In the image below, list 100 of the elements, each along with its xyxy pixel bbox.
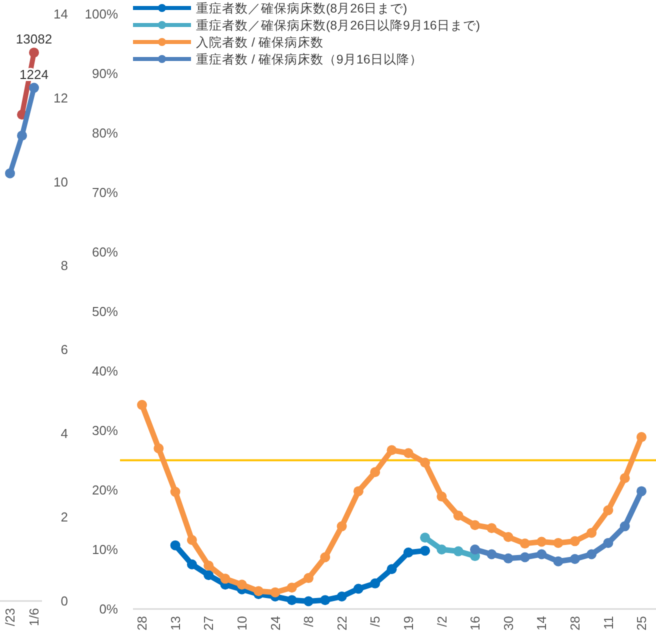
y-tick-label: 80% (92, 126, 118, 141)
point (470, 520, 480, 530)
point (520, 538, 530, 549)
x-tick-label: 30 (500, 616, 516, 630)
point (420, 458, 430, 468)
point (570, 554, 580, 564)
y-tick-label: 50% (92, 304, 118, 320)
legend-label: 入院者数 / 確保病床数 (196, 35, 324, 50)
x-tick-label: /8 (301, 616, 316, 627)
point (304, 596, 314, 606)
y-tick-label: 4 (60, 426, 68, 441)
point (553, 556, 564, 566)
point (204, 570, 214, 580)
y-tick-label: 70% (92, 185, 118, 200)
point (220, 574, 230, 584)
point (170, 540, 180, 550)
y-tick-label: 90% (92, 66, 118, 82)
annotation: 13082 (16, 32, 52, 47)
y-tick-label: 30% (92, 423, 118, 438)
legend-label: 重症者数／確保病床数(8月26日まで) (196, 1, 408, 16)
point (486, 523, 497, 534)
point (620, 473, 630, 484)
y-tick-label: 100% (84, 6, 118, 22)
point (436, 544, 447, 554)
x-tick-label: 11 (600, 616, 616, 630)
point (286, 582, 297, 593)
y-tick-label: 10% (92, 542, 118, 558)
point (403, 448, 414, 458)
point (370, 467, 380, 478)
x-tick-label: 14 (534, 616, 550, 630)
point (503, 532, 514, 542)
point (236, 580, 247, 590)
point (270, 587, 280, 598)
x-tick-label: /5 (368, 616, 383, 627)
point (470, 544, 480, 554)
point (520, 552, 530, 562)
point (286, 595, 297, 606)
point (603, 505, 614, 516)
y-tick-label: 0 (60, 594, 68, 609)
point (436, 492, 447, 502)
y-tick-label: 20% (92, 482, 118, 498)
x-tick-label: 27 (201, 616, 216, 630)
point (186, 559, 197, 570)
point (370, 578, 380, 588)
x-tick-label: 19 (400, 616, 416, 630)
y-tick-label: 2 (60, 510, 68, 525)
point (17, 130, 27, 141)
legend-label: 重症者数／確保病床数(8月26日以降9月16日まで) (196, 18, 480, 32)
point (386, 564, 397, 574)
x-tick-label: /2 (434, 616, 450, 627)
point (254, 586, 264, 596)
point (204, 560, 214, 571)
point (636, 432, 646, 442)
point (353, 584, 364, 594)
point (186, 534, 197, 545)
point (137, 400, 147, 410)
point (536, 549, 547, 560)
y-tick-label: 40% (92, 364, 118, 379)
point (453, 510, 464, 521)
point (386, 445, 397, 456)
point (536, 536, 547, 547)
point (570, 536, 580, 546)
x-tick-label: 1/6 (26, 608, 42, 626)
point (29, 82, 39, 93)
x-tick-label: 28 (567, 616, 582, 630)
x-tick-label: 25 (634, 616, 650, 630)
point (353, 486, 364, 496)
point (320, 552, 330, 562)
point (503, 553, 514, 564)
y-tick-label: 6 (60, 342, 68, 357)
y-tick-label: 12 (54, 90, 68, 106)
y-tick-label: 8 (60, 258, 68, 274)
x-tick-label: 16 (468, 616, 483, 630)
point (486, 549, 497, 560)
point (170, 486, 180, 497)
point (636, 486, 646, 496)
point (553, 538, 564, 548)
point (620, 521, 630, 532)
point (320, 595, 330, 606)
point (29, 48, 39, 58)
legend-label: 重症者数 / 確保病床数（9月16日以降） (196, 52, 422, 66)
y-tick-label: 0% (99, 602, 118, 617)
x-tick-label: /23 (2, 608, 18, 626)
point (304, 573, 314, 584)
y-tick-label: 10 (54, 174, 68, 190)
x-tick-label: 24 (268, 616, 283, 630)
point (420, 532, 430, 543)
point (336, 521, 347, 532)
x-tick-label: 28 (134, 616, 150, 630)
point (154, 443, 164, 454)
x-tick-label: 22 (334, 616, 350, 630)
point (5, 168, 15, 178)
x-tick-label: 10 (234, 616, 250, 630)
point (420, 546, 430, 556)
point (453, 546, 464, 556)
x-tick-label: 13 (168, 616, 183, 630)
y-tick-label: 60% (92, 244, 118, 260)
point (403, 547, 414, 558)
point (336, 592, 347, 602)
y-tick-label: 14 (54, 6, 68, 22)
